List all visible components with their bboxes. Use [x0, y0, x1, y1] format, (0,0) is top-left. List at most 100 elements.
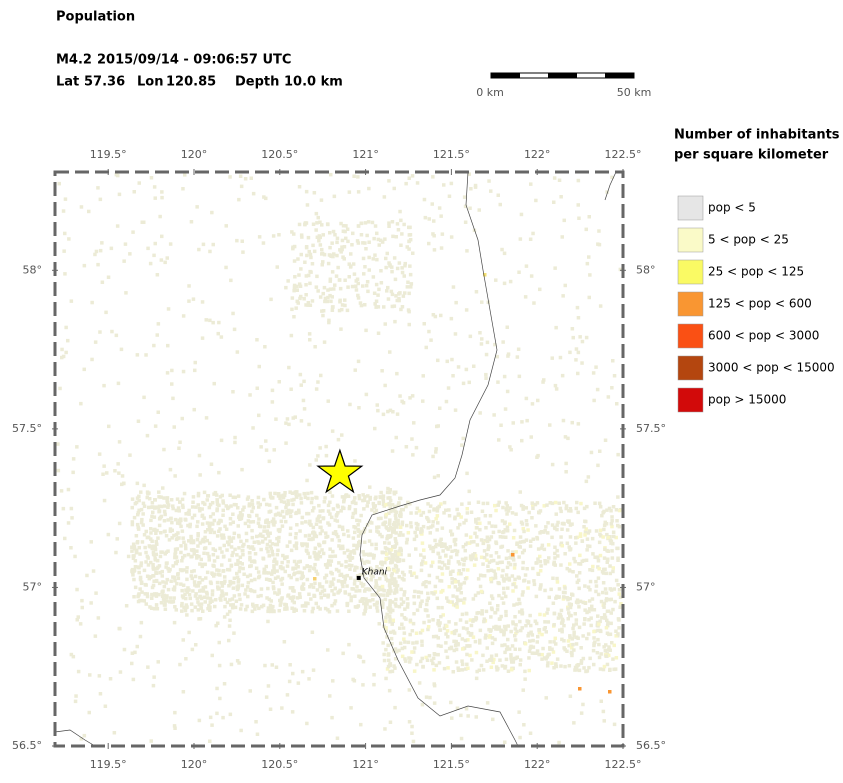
population-cell [408, 570, 412, 574]
population-cell [294, 562, 299, 567]
population-cell [228, 712, 233, 717]
population-cell [226, 567, 230, 572]
population-cell [190, 516, 195, 520]
population-cell [529, 644, 533, 649]
population-cell [307, 677, 311, 681]
population-cell [384, 615, 388, 620]
population-cell [525, 418, 529, 423]
population-cell [532, 582, 537, 587]
population-cell [390, 581, 395, 586]
population-cell [277, 609, 281, 613]
population-cell [432, 219, 436, 223]
population-cell [429, 546, 433, 551]
population-cell [284, 421, 288, 425]
population-cell [414, 521, 419, 526]
population-cell [398, 209, 402, 214]
population-cell [439, 502, 443, 506]
population-cell [374, 495, 378, 499]
population-cell [388, 610, 393, 614]
population-cell [471, 597, 476, 601]
population-cell [270, 606, 274, 611]
population-cell [529, 539, 533, 543]
population-cell [431, 618, 435, 622]
population-cell [442, 626, 447, 631]
population-cell [206, 606, 210, 611]
population-cell [589, 623, 593, 628]
population-cell [210, 589, 215, 593]
population-cell [193, 368, 197, 373]
population-cell [383, 574, 388, 578]
population-cell [243, 521, 248, 526]
population-cell [543, 620, 547, 624]
population-cell [553, 383, 558, 388]
population-cell [134, 534, 139, 538]
population-cell [384, 265, 388, 270]
population-cell [340, 247, 344, 252]
population-cell [439, 614, 443, 619]
population-cell [252, 589, 257, 594]
population-cell [320, 223, 324, 227]
population-cell [476, 591, 480, 595]
population-cell [370, 593, 375, 597]
population-cell [462, 646, 467, 650]
population-cell [283, 491, 287, 495]
population-cell [384, 676, 388, 681]
population-cell [333, 518, 337, 522]
population-cell [577, 605, 581, 609]
population-cell [197, 247, 201, 252]
population-cell [143, 545, 147, 550]
population-cell [524, 538, 529, 542]
population-cell [594, 365, 598, 369]
population-cell [401, 600, 406, 604]
population-cell [300, 515, 305, 520]
population-cell [497, 593, 501, 598]
population-cell [485, 552, 489, 557]
population-cell [365, 523, 370, 527]
population-cell [166, 505, 170, 509]
population-cell [326, 399, 330, 403]
population-cell [504, 535, 508, 539]
population-cell [420, 702, 425, 707]
population-cell [140, 220, 144, 224]
population-cell [509, 653, 513, 657]
population-cell [391, 234, 395, 239]
population-cell [422, 548, 426, 552]
population-cell [330, 554, 334, 559]
population-cell [146, 246, 150, 251]
population-cell [314, 601, 318, 606]
population-cell [296, 565, 300, 569]
population-cell [144, 353, 148, 357]
population-cell [565, 596, 569, 600]
population-cell [545, 664, 550, 668]
population-cell [403, 264, 407, 268]
population-cell [233, 435, 237, 440]
population-cell [357, 406, 361, 410]
population-cell [316, 289, 320, 293]
population-cell [580, 361, 584, 365]
population-cell [594, 579, 598, 584]
population-cell [180, 416, 184, 421]
population-cell [455, 605, 459, 609]
population-cell [454, 647, 459, 652]
population-cell [161, 486, 165, 490]
population-cell [281, 493, 285, 498]
population-cell [380, 605, 385, 609]
population-cell [360, 598, 365, 603]
population-cell [171, 575, 175, 579]
population-cell [496, 604, 500, 608]
population-cell [379, 490, 383, 495]
population-cell [592, 636, 596, 640]
population-cell [320, 251, 325, 256]
population-cell [168, 467, 173, 472]
population-cell [353, 530, 357, 535]
population-cell [450, 716, 454, 720]
population-cell [440, 566, 444, 571]
population-cell [284, 555, 288, 559]
population-cell [311, 530, 316, 534]
population-cell [257, 517, 261, 521]
population-cell [388, 350, 392, 354]
population-cell [326, 648, 330, 652]
population-cell [343, 495, 347, 499]
population-cell [384, 626, 388, 630]
population-cell [530, 651, 535, 655]
